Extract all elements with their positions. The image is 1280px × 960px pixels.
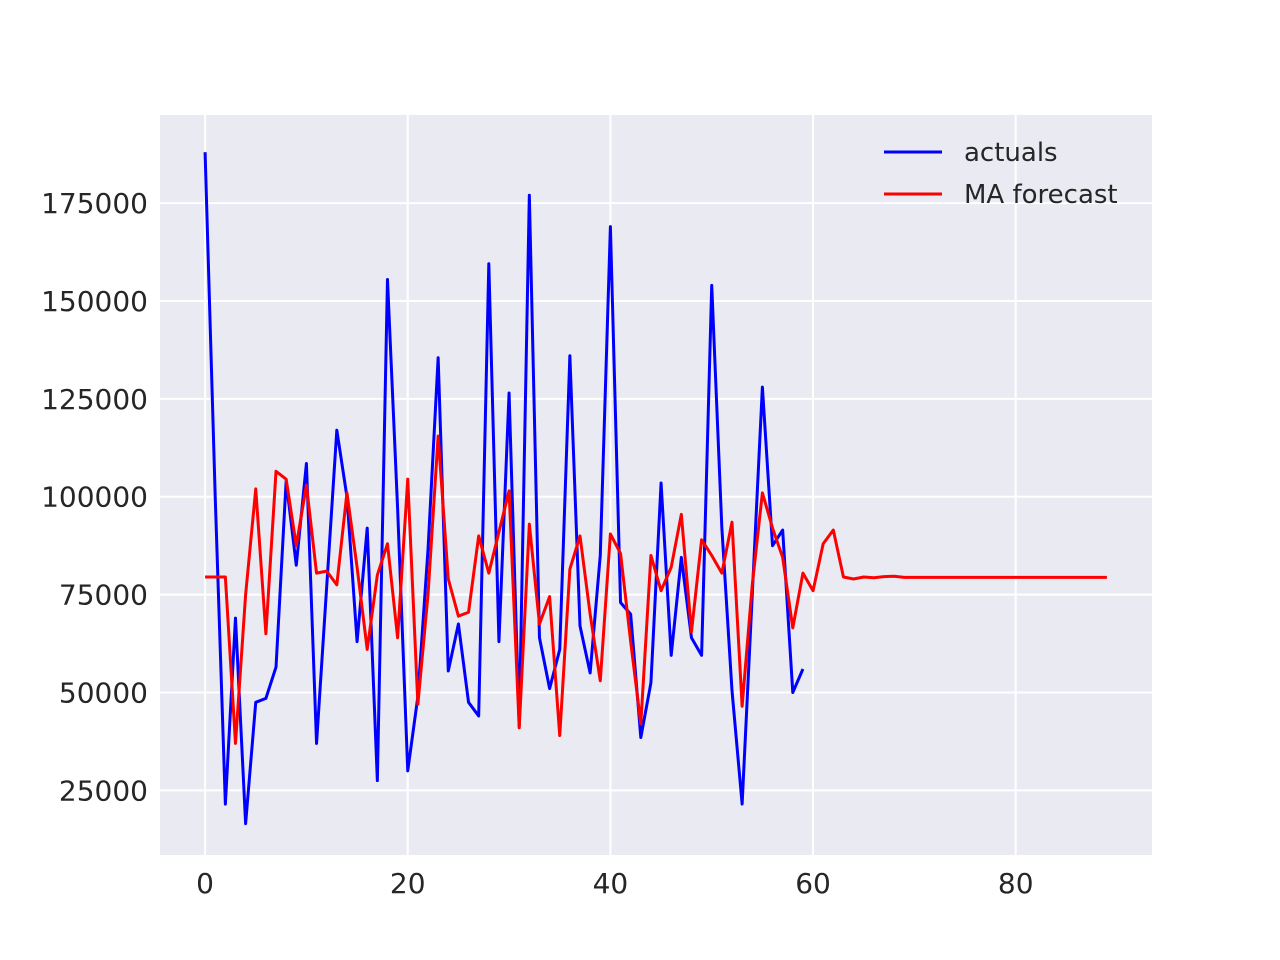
series-layer [203, 152, 1107, 826]
x-tick-label: 20 [390, 867, 426, 900]
y-tick-label: 50000 [59, 677, 148, 710]
y-axis-ticks: 25000 50000 75000 100000 125000 150000 175000 [41, 187, 148, 807]
legend-label: actuals [964, 138, 1058, 168]
x-tick-label: 0 [196, 867, 214, 900]
y-tick-label: 100000 [41, 481, 148, 514]
y-tick-label: 75000 [59, 579, 148, 612]
y-tick-label: 175000 [41, 187, 148, 220]
x-tick-label: 60 [795, 867, 831, 900]
plot-area [160, 115, 1152, 855]
series-line-1 [205, 434, 1107, 745]
x-tick-label: 40 [593, 867, 629, 900]
x-axis-ticks: 0 20 40 60 80 [196, 867, 1033, 900]
legend: actuals MA forecast [884, 138, 1118, 210]
y-tick-label: 25000 [59, 774, 148, 807]
x-tick-label: 80 [998, 867, 1034, 900]
y-tick-label: 125000 [41, 383, 148, 416]
legend-label: MA forecast [964, 180, 1118, 210]
y-tick-label: 150000 [41, 285, 148, 318]
